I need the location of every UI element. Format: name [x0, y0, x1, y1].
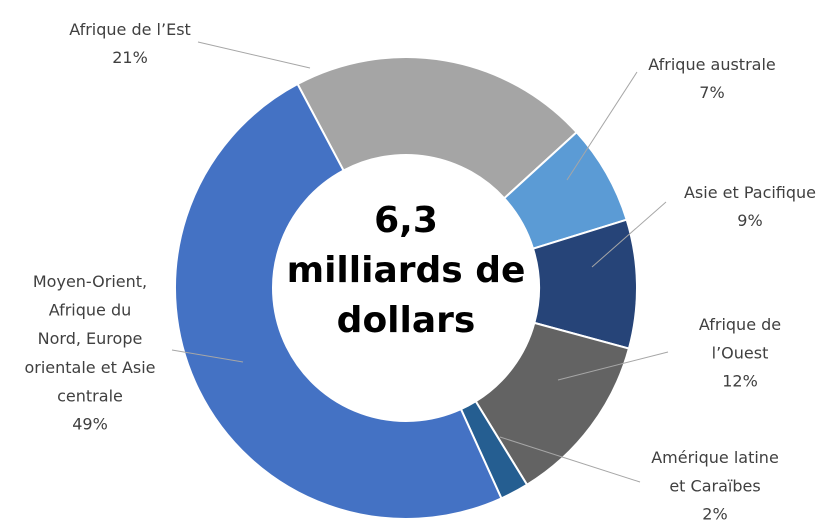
category-label: Asie et Pacifique — [684, 183, 816, 202]
category-label: Afrique de l’Est — [69, 20, 191, 39]
category-label: Afrique de l’Ouest — [699, 315, 781, 363]
donut-segment — [296, 56, 578, 200]
leader-line — [557, 351, 669, 381]
value-label: 12% — [722, 372, 758, 391]
value-label: 9% — [737, 211, 762, 230]
center-label: milliards de — [287, 250, 526, 291]
category-label: Afrique australe — [648, 55, 775, 74]
leader-line — [591, 201, 667, 268]
leader-line — [197, 41, 311, 69]
center-label: dollars — [337, 300, 476, 341]
category-label: Moyen-Orient, Afrique du Nord, Europe orien… — [24, 272, 155, 405]
value-label: 21% — [112, 48, 148, 67]
value-label: 2% — [702, 505, 727, 521]
value-label: 7% — [699, 83, 724, 102]
category-label: Amérique latine et Caraïbes — [651, 448, 779, 496]
center-label: 6,3 — [374, 200, 438, 241]
donut-segment — [173, 82, 503, 520]
leader-line — [171, 349, 244, 363]
leader-line — [499, 436, 641, 483]
value-label: 49% — [72, 415, 108, 434]
leader-line — [566, 71, 638, 181]
